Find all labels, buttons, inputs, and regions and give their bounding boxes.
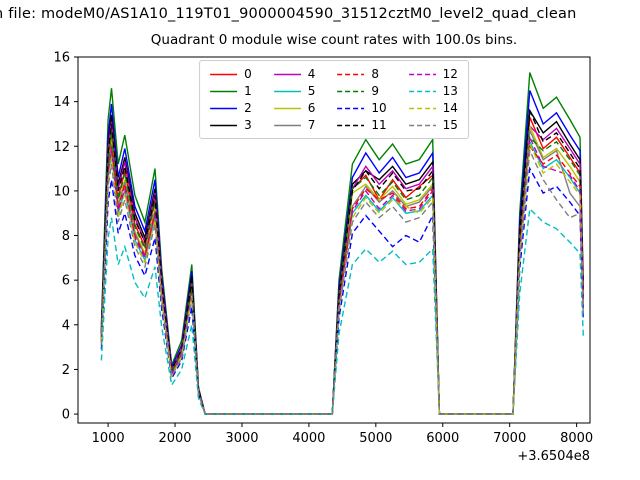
legend-line-sample	[210, 73, 238, 75]
y-tick-label: 8	[62, 229, 70, 244]
legend-line-sample	[337, 73, 365, 75]
legend-label: 3	[244, 118, 252, 132]
legend-item-5: 5	[273, 84, 316, 98]
y-tick-label: 2	[62, 363, 70, 378]
legend-label: 12	[442, 67, 458, 81]
legend-item-13: 13	[408, 84, 458, 98]
legend-item-14: 14	[408, 101, 458, 115]
legend-line-sample	[337, 124, 365, 126]
legend-label: 15	[442, 118, 458, 132]
legend-line-sample	[408, 124, 436, 126]
legend-line-sample	[210, 107, 238, 109]
x-tick-label: 2000	[158, 431, 191, 446]
series-line-9	[100, 132, 584, 415]
series-line-11	[100, 110, 584, 415]
legend-item-2: 2	[210, 101, 252, 115]
x-tick-label: 5000	[359, 431, 392, 446]
legend-label: 5	[307, 84, 316, 98]
series-line-1	[100, 72, 584, 415]
x-tick-label: 3000	[225, 431, 258, 446]
legend-label: 2	[244, 101, 252, 115]
series-line-12	[100, 134, 584, 415]
legend-line-sample	[210, 124, 238, 126]
y-tick-label: 16	[53, 51, 70, 66]
legend-label: 11	[371, 118, 387, 132]
x-axis-offset-label: +3.6504e8	[517, 449, 590, 464]
legend-item-11: 11	[337, 118, 387, 132]
y-tick-label: 4	[62, 318, 70, 333]
legend-item-0: 0	[210, 67, 252, 81]
legend-column: 12 13 14 15	[408, 67, 458, 132]
legend-line-sample	[337, 107, 365, 109]
legend-label: 9	[371, 84, 379, 98]
legend: 0 1 2 3 4 5 6 7 8 9 10 11 12 13 14 15	[199, 60, 469, 139]
y-tick-label: 0	[62, 408, 70, 423]
legend-label: 0	[244, 67, 252, 81]
legend-item-9: 9	[337, 84, 386, 98]
legend-label: 10	[371, 101, 387, 115]
series-line-15	[100, 148, 584, 415]
legend-column: 8 9 10 11	[337, 67, 387, 132]
y-tick-label: 14	[53, 95, 70, 110]
legend-line-sample	[408, 90, 436, 92]
legend-line-sample	[273, 124, 301, 126]
legend-label: 7	[307, 118, 316, 132]
legend-item-8: 8	[337, 67, 386, 81]
legend-column: 4 5 6 7	[273, 67, 316, 132]
chart-title: Quadrant 0 module wise count rates with …	[150, 32, 518, 48]
legend-line-sample	[408, 73, 436, 75]
legend-item-3: 3	[210, 118, 252, 132]
legend-line-sample	[408, 107, 436, 109]
legend-item-7: 7	[273, 118, 316, 132]
legend-item-12: 12	[408, 67, 458, 81]
legend-label: 6	[307, 101, 316, 115]
y-tick-label: 12	[53, 140, 70, 155]
legend-item-1: 1	[210, 84, 252, 98]
x-tick-label: 4000	[292, 431, 325, 446]
series-line-10	[100, 166, 584, 415]
legend-label: 1	[244, 84, 252, 98]
legend-item-6: 6	[273, 101, 316, 115]
legend-line-sample	[273, 73, 301, 75]
legend-column: 0 1 2 3	[210, 67, 252, 132]
legend-line-sample	[273, 90, 301, 92]
legend-line-sample	[210, 90, 238, 92]
x-tick-label: 8000	[560, 431, 593, 446]
legend-label: 14	[442, 101, 458, 115]
legend-label: 13	[442, 84, 458, 98]
legend-line-sample	[337, 90, 365, 92]
legend-item-4: 4	[273, 67, 316, 81]
series-line-13	[100, 207, 584, 415]
y-tick-label: 10	[53, 184, 70, 199]
legend-line-sample	[273, 107, 301, 109]
x-tick-label: 6000	[426, 431, 459, 446]
legend-item-15: 15	[408, 118, 458, 132]
axes-frame	[77, 56, 591, 424]
legend-label: 8	[371, 67, 379, 81]
legend-label: 4	[307, 67, 316, 81]
title-file-line: n file: modeM0/AS1A10_119T01_9000004590_…	[0, 6, 577, 22]
x-tick-label: 1000	[92, 431, 125, 446]
legend-item-10: 10	[337, 101, 387, 115]
y-tick-label: 6	[62, 274, 70, 289]
x-tick-label: 7000	[493, 431, 526, 446]
